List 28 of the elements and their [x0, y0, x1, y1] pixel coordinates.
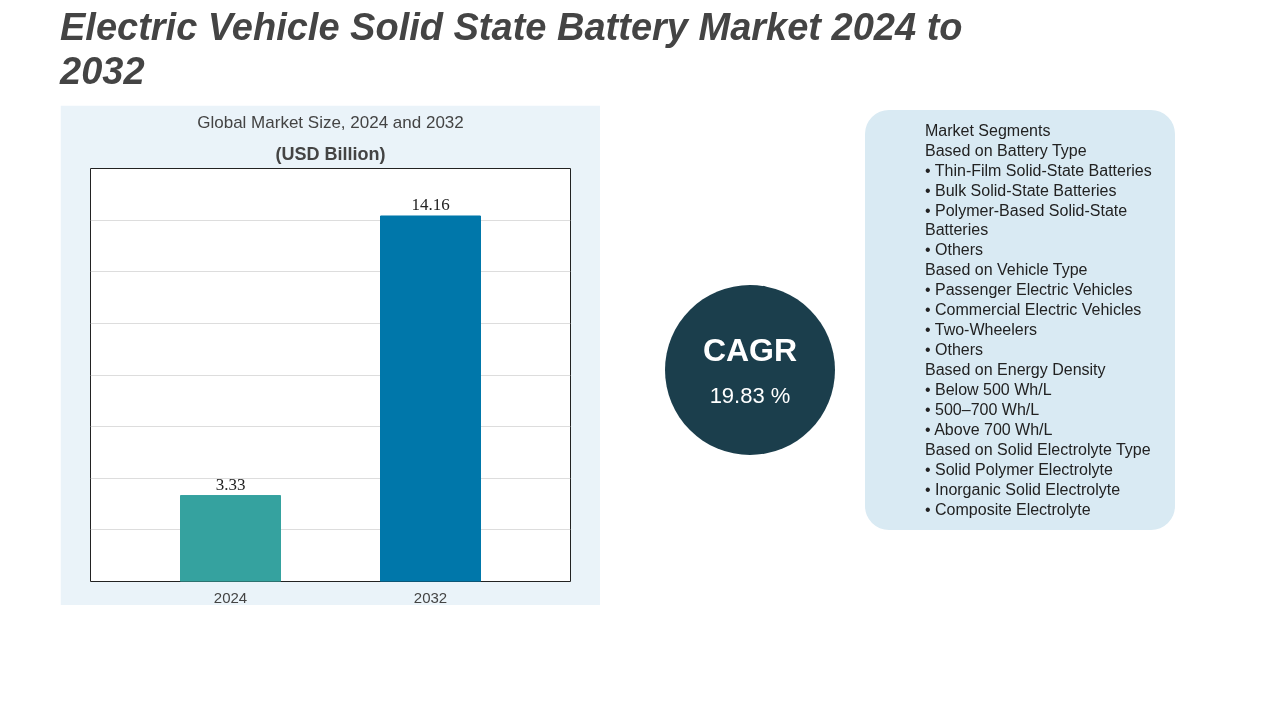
text: Market Segments — [925, 121, 1052, 140]
text: • Others — [925, 240, 985, 259]
text: • Others — [925, 340, 985, 359]
text: • Solid Polymer Electrolyte — [925, 460, 1114, 479]
text: Based on Energy Density — [925, 360, 1107, 379]
data-label: 14.16 — [411, 194, 450, 214]
text: Based on Battery Type — [925, 141, 1088, 160]
text: • Two-Wheelers — [925, 320, 1038, 339]
text: • Inorganic Solid Electrolyte — [925, 480, 1122, 499]
text: • Passenger Electric Vehicles — [925, 280, 1134, 299]
text: (USD Billion) — [275, 143, 386, 164]
text: Based on Vehicle Type — [925, 260, 1089, 279]
chart-subtitle: Global Market Size, 2024 and 2032 — [197, 112, 464, 132]
x-tick-label: 2024 — [213, 588, 248, 606]
text: • Below 500 Wh/L — [925, 380, 1053, 399]
text: CAGR — [701, 331, 799, 371]
chart-title: Electric Vehicle Solid State Battery Market 2024 to 2032 — [60, 5, 964, 93]
text: 19.83 % — [708, 382, 792, 411]
x-tick-label: 2032 — [413, 588, 448, 606]
data-label: 3.33 — [215, 474, 246, 494]
text: • Thin-Film Solid-State Batteries — [925, 161, 1153, 180]
text: • Above 700 Wh/L — [925, 420, 1054, 439]
text: • Commercial Electric Vehicles — [925, 300, 1143, 319]
text: • Composite Electrolyte — [925, 500, 1092, 519]
text: • Polymer-Based Solid-State Batteries — [925, 201, 1129, 239]
text: • 500–700 Wh/L — [925, 400, 1041, 419]
text: • Bulk Solid-State Batteries — [925, 181, 1118, 200]
text: Based on Solid Electrolyte Type — [925, 440, 1152, 459]
